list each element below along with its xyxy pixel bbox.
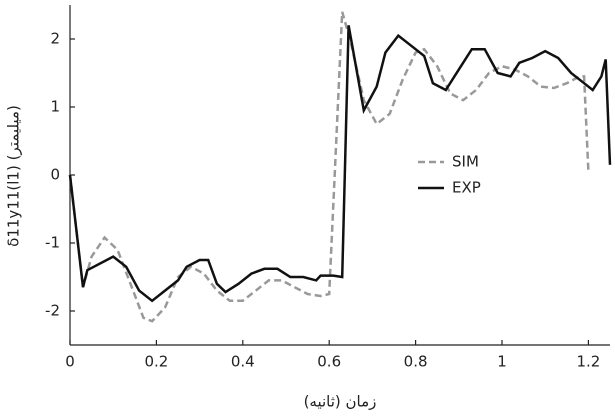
x-axis-label: زمان (ثانیه) (304, 393, 377, 411)
x-tick-label: 0.6 (317, 353, 341, 371)
legend-label: SIM (452, 153, 479, 171)
legend-label: EXP (452, 179, 481, 197)
y-tick-label: 0 (50, 166, 60, 184)
y-tick-label: -2 (45, 302, 60, 320)
y-tick-label: 1 (50, 98, 60, 116)
y-tick-label: -1 (45, 234, 60, 252)
series-line (68, 25, 612, 303)
x-tick-label: 1 (497, 353, 507, 371)
x-tick-label: 0 (65, 353, 75, 371)
x-tick-label: 0.2 (144, 353, 168, 371)
x-tick-label: 1.2 (576, 353, 600, 371)
x-tick-label: 0.8 (404, 353, 428, 371)
series-line (68, 11, 590, 323)
y-axis-label: δ11y11(l1) (میلیمتر) (5, 105, 23, 247)
x-tick-label: 0.4 (231, 353, 255, 371)
y-tick-label: 2 (50, 30, 60, 48)
